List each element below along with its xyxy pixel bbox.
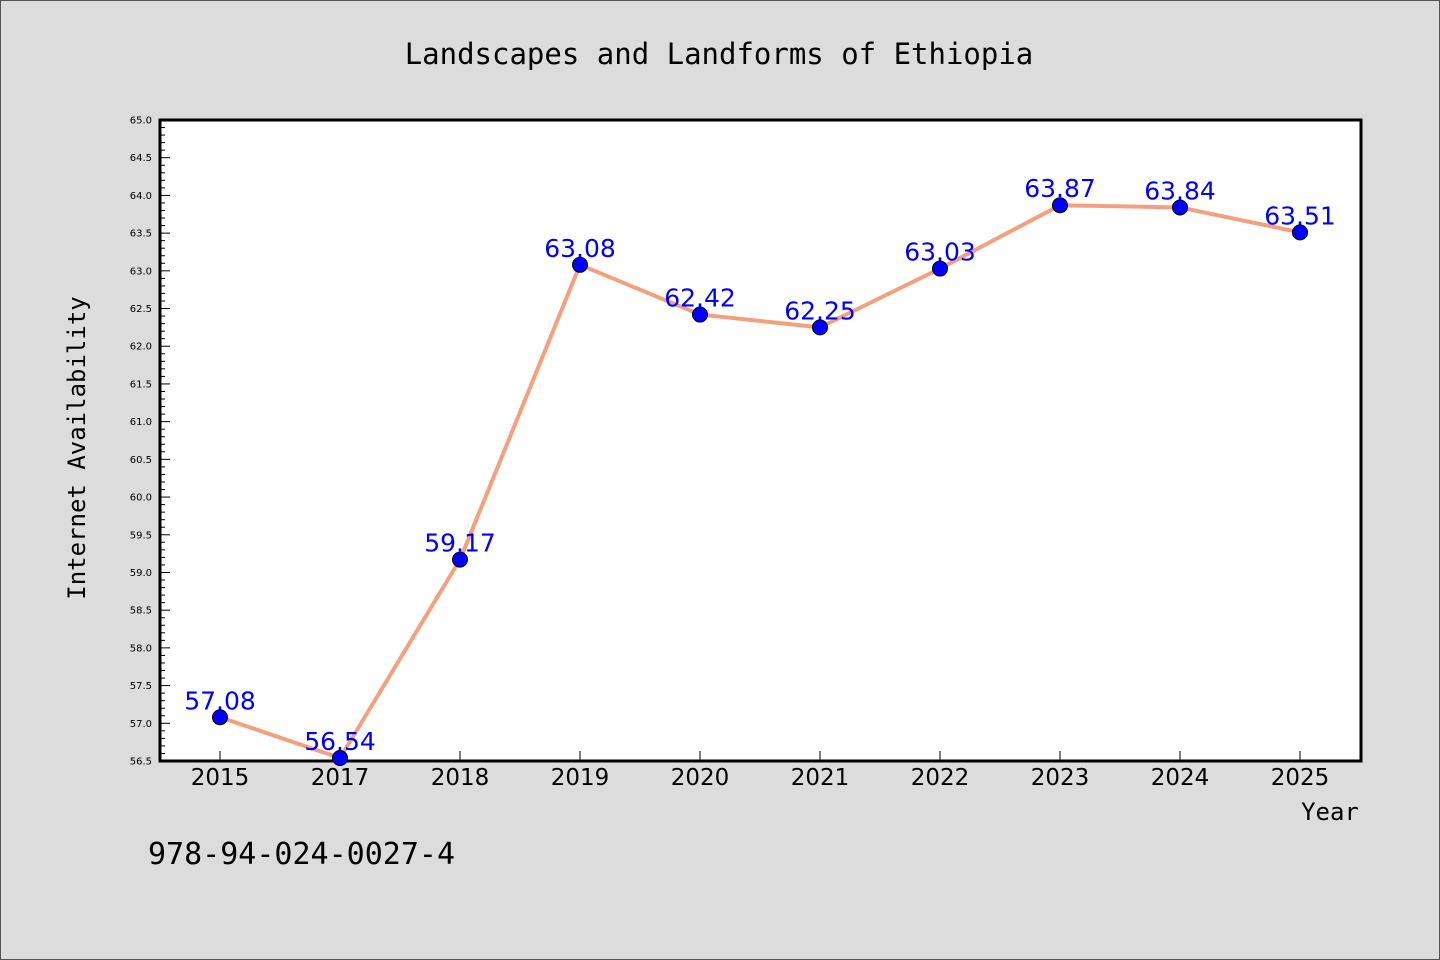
y-tick-label: 59.5 (130, 530, 152, 541)
y-tick-label: 60.5 (130, 455, 152, 466)
x-tick-label: 2021 (791, 765, 850, 791)
plot-area (158, 118, 1363, 763)
data-point (452, 551, 468, 568)
y-axis-label: Internet Availability (63, 296, 91, 599)
y-tick-label: 58.5 (130, 606, 152, 617)
data-point (212, 709, 228, 726)
x-tick-label: 2018 (431, 765, 490, 791)
y-tick-label: 62.0 (130, 342, 152, 353)
x-tick-label: 2015 (191, 765, 250, 791)
data-label: 63.84 (1144, 176, 1216, 205)
chart-title: Landscapes and Landforms of Ethiopia (405, 37, 1034, 71)
y-tick-label: 63.0 (130, 266, 152, 277)
data-label: 62.25 (784, 296, 856, 325)
x-tick-label: 2019 (551, 765, 610, 791)
data-point (1052, 197, 1068, 214)
data-label: 63.51 (1264, 201, 1336, 230)
series-line (219, 203, 1301, 760)
y-tick-label: 64.5 (130, 153, 152, 164)
data-point (932, 260, 948, 277)
y-tick-label: 65.0 (130, 116, 152, 127)
y-tick-label: 60.0 (130, 493, 152, 504)
data-point (1172, 199, 1188, 216)
data-label: 59.17 (424, 529, 496, 558)
y-tick-label: 62.5 (130, 304, 152, 315)
y-tick-label: 63.5 (130, 229, 152, 240)
y-tick-label: 58.0 (130, 643, 152, 654)
data-label: 63.08 (544, 234, 616, 263)
data-point (1292, 224, 1308, 241)
x-axis: 2015 2017 2018 2019 2020 2021 2022 2023 2024 2025 (191, 751, 1330, 791)
data-label: 62.42 (664, 284, 736, 313)
x-axis-label: Year (1301, 798, 1359, 826)
data-label: 57.08 (184, 686, 256, 715)
x-tick-label: 2017 (311, 765, 370, 791)
y-tick-label: 57.5 (130, 681, 152, 692)
y-tick-label: 57.0 (130, 719, 152, 730)
data-point (812, 319, 828, 336)
y-tick-label: 64.0 (130, 191, 152, 202)
footer-isbn: 978-94-024-0027-4 (148, 837, 455, 872)
y-tick-label: 61.0 (130, 417, 152, 428)
x-tick-label: 2023 (1031, 765, 1090, 791)
data-point (692, 306, 708, 323)
y-tick-label: 61.5 (130, 379, 152, 390)
y-tick-label: 56.5 (130, 757, 152, 768)
y-axis: 56.5 57.0 57.5 58.0 58.5 59.0 59.5 60.0 60.5 61.0… (130, 116, 170, 768)
y-tick-label: 59.0 (130, 568, 152, 579)
x-tick-label: 2022 (911, 765, 970, 791)
series-group: 57.08 56.54 59.17 63.08 62.42 62.25 63.03 63.87… (184, 174, 1336, 766)
x-tick-label: 2024 (1151, 765, 1210, 791)
data-point (332, 749, 348, 766)
data-label: 63.03 (904, 238, 976, 267)
data-label: 63.87 (1024, 174, 1096, 203)
x-tick-label: 2025 (1271, 765, 1330, 791)
data-label: 56.54 (304, 727, 376, 756)
data-point (572, 256, 588, 273)
x-tick-label: 2020 (671, 765, 730, 791)
